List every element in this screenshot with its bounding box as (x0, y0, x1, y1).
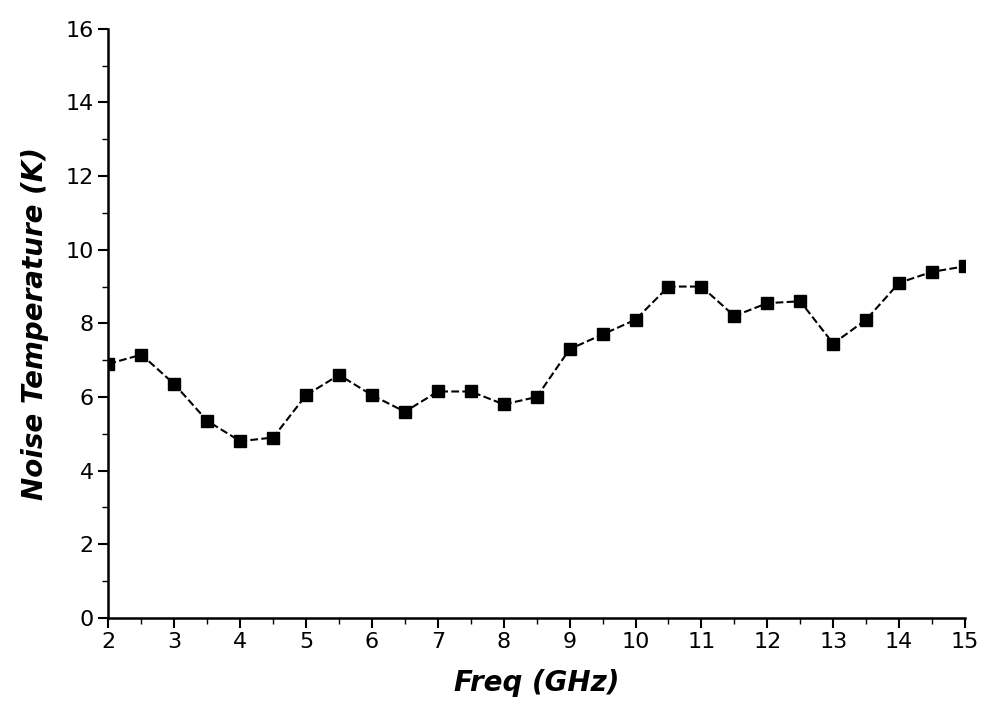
Y-axis label: Noise Temperature (K): Noise Temperature (K) (21, 147, 49, 500)
X-axis label: Freq (GHz): Freq (GHz) (454, 669, 619, 697)
